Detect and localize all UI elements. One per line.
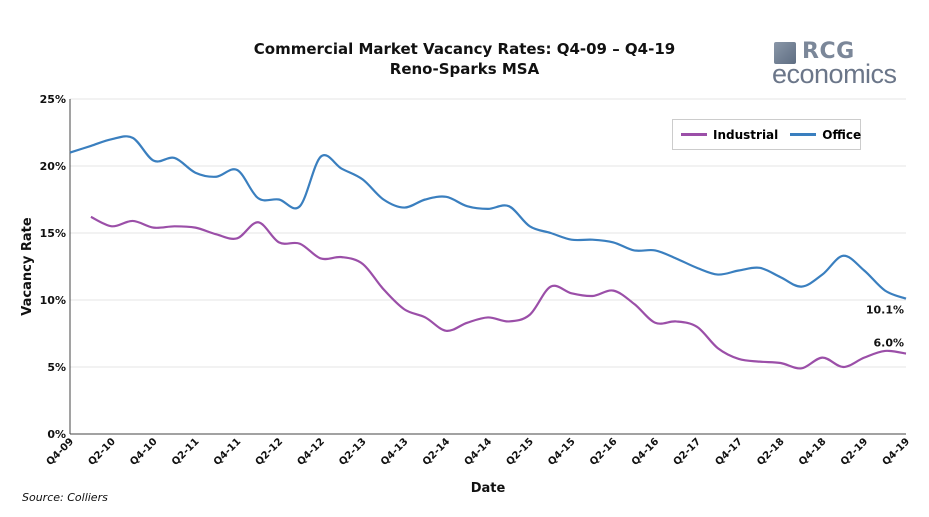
legend-label-office: Office bbox=[822, 127, 862, 142]
x-tick-label: Q2-14 bbox=[421, 436, 453, 468]
series-line-office bbox=[69, 135, 907, 300]
x-tick-label: Q4-18 bbox=[797, 436, 829, 468]
y-tick-label: 15% bbox=[40, 227, 66, 240]
y-tick-label: 5% bbox=[47, 361, 66, 374]
logo-arrow-icon bbox=[774, 42, 796, 64]
legend-item-industrial: Industrial bbox=[681, 128, 778, 142]
x-tick-label: Q2-13 bbox=[337, 436, 369, 468]
source-note: Source: Colliers bbox=[22, 491, 108, 504]
x-tick-label: Q4-19 bbox=[881, 436, 913, 468]
x-tick-label: Q4-12 bbox=[295, 436, 327, 468]
legend-swatch-industrial bbox=[681, 133, 707, 136]
series-line-industrial bbox=[90, 215, 907, 370]
y-tick-label: 0% bbox=[47, 428, 66, 441]
data-label-office: 10.1% bbox=[866, 304, 904, 317]
y-tick-label: 25% bbox=[40, 93, 66, 106]
legend-label-industrial: Industrial bbox=[713, 127, 779, 142]
x-tick-label: Q2-10 bbox=[86, 436, 118, 468]
legend-item-office: Office bbox=[790, 128, 861, 142]
logo-economics-text: economics bbox=[772, 59, 897, 89]
x-tick-label: Q2-17 bbox=[672, 436, 704, 468]
chart-subtitle: Reno-Sparks MSA bbox=[389, 60, 540, 78]
x-tick-label: Q4-14 bbox=[463, 436, 495, 468]
data-label-industrial: 6.0% bbox=[873, 337, 904, 350]
rcg-economics-logo: RCG economics bbox=[772, 39, 912, 90]
y-tick-label: 10% bbox=[40, 294, 66, 307]
x-tick-label: Q4-09 bbox=[45, 436, 77, 468]
x-tick-label: Q4-17 bbox=[713, 436, 745, 468]
y-tick-label: 20% bbox=[40, 160, 66, 173]
y-axis-title: Vacancy Rate bbox=[20, 217, 35, 316]
x-tick-label: Q2-11 bbox=[170, 436, 202, 468]
legend-swatch-office bbox=[790, 133, 817, 136]
logo-rcg-text: RCG bbox=[802, 39, 855, 64]
x-tick-label: Q4-16 bbox=[630, 436, 662, 468]
x-tick-label: Q2-19 bbox=[839, 436, 871, 468]
x-tick-label: Q2-15 bbox=[504, 436, 536, 468]
x-tick-label: Q2-18 bbox=[755, 436, 787, 468]
x-axis-title: Date bbox=[471, 481, 506, 496]
x-tick-label: Q4-15 bbox=[546, 436, 578, 468]
x-tick-label: Q2-12 bbox=[254, 436, 286, 468]
legend: Industrial Office bbox=[672, 119, 861, 150]
x-tick-label: Q4-10 bbox=[128, 436, 160, 468]
x-tick-label: Q4-13 bbox=[379, 436, 411, 468]
x-tick-label: Q2-16 bbox=[588, 436, 620, 468]
x-tick-label: Q4-11 bbox=[212, 436, 244, 468]
chart-title: Commercial Market Vacancy Rates: Q4-09 –… bbox=[253, 40, 676, 58]
